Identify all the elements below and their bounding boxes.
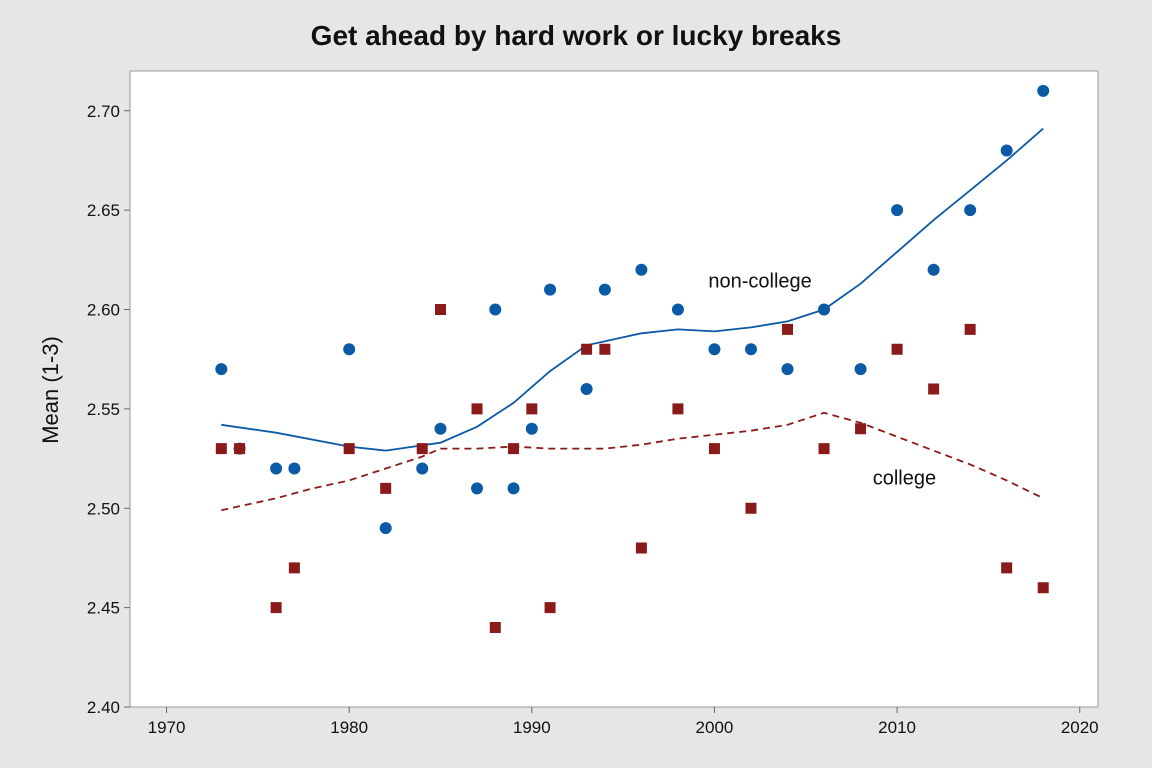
point-non-college [489,303,502,316]
smooth-line-college [221,411,1044,512]
point-non-college [416,462,429,475]
point-college [1001,562,1013,574]
point-college [1037,582,1049,594]
y-tick-label: 2.65 [87,201,120,220]
point-non-college [525,422,538,435]
point-college [891,343,903,355]
annotation-college: college [873,467,936,489]
point-non-college [891,204,904,217]
point-college [489,622,501,633]
point-college [635,542,647,554]
y-tick-label: 2.50 [87,499,120,518]
x-tick-label: 1990 [513,718,551,737]
point-college [234,443,246,455]
point-college [471,403,483,415]
point-non-college [215,363,228,376]
point-college [782,323,794,335]
point-college [526,403,538,415]
x-tick-label: 2010 [878,718,916,737]
point-non-college [818,303,831,316]
smooth-line-non-college [221,127,1044,452]
point-non-college [635,263,648,276]
point-college [288,562,300,574]
point-college [581,343,593,355]
x-tick-label: 2020 [1061,718,1099,737]
y-tick-label: 2.55 [87,400,120,419]
point-college [745,502,757,514]
point-non-college [1037,84,1050,97]
x-tick-label: 1970 [148,718,186,737]
y-tick-label: 2.40 [87,698,120,717]
axes-group: 1970 1980 1990 2000 2010 2020 2.40 2.45 2.50 2.55… [87,102,1099,737]
y-axis-label: Mean (1-3) [38,336,63,444]
x-tick-label: 2000 [696,718,734,737]
annotation-non-college: non-college [708,271,811,293]
point-college [416,443,428,455]
point-college [380,482,392,494]
point-non-college [781,363,794,376]
point-non-college [270,462,283,475]
point-college [708,443,720,455]
point-college [599,343,611,355]
point-non-college [1000,144,1013,157]
point-college [215,443,227,455]
point-college [928,383,940,395]
point-non-college [288,462,301,475]
points-group [215,84,1050,633]
point-college [964,323,976,335]
point-college [818,443,830,455]
point-non-college [544,283,557,296]
point-non-college [964,204,977,217]
y-tick-label: 2.45 [87,599,120,618]
point-non-college [580,383,593,395]
point-college [508,443,520,455]
point-non-college [598,283,611,296]
point-non-college [744,343,757,356]
x-tick-label: 1980 [330,718,368,737]
point-non-college [671,303,684,316]
smooth-lines-group [221,127,1044,512]
point-non-college [927,263,940,276]
point-non-college [708,343,721,356]
annotations-group: non-college college [708,271,936,490]
point-college [544,602,556,614]
point-non-college [854,363,867,376]
point-college [672,403,684,415]
point-non-college [343,343,356,356]
chart-title: Get ahead by hard work or lucky breaks [311,20,842,51]
point-college [270,602,282,614]
point-college [855,423,867,435]
point-non-college [471,482,484,495]
point-college [343,443,355,455]
y-tick-label: 2.60 [87,301,120,320]
point-college [434,304,446,315]
point-non-college [379,522,392,535]
point-non-college [434,422,447,435]
y-tick-label: 2.70 [87,102,120,121]
point-non-college [507,482,520,495]
